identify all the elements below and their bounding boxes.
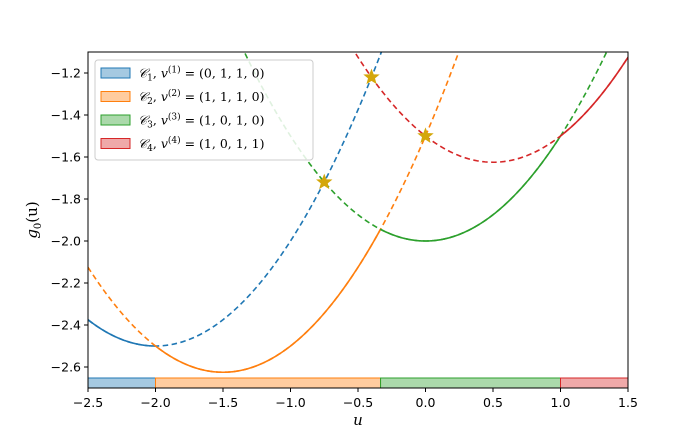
y-tick-label: −1.8 (51, 192, 81, 207)
region-band-2 (155, 377, 382, 389)
series-3-solid-line (380, 135, 562, 242)
region-band-3 (380, 377, 562, 389)
legend-swatch (100, 67, 131, 79)
y-tick-label: −2.2 (51, 276, 81, 291)
x-axis-label-base: u (353, 411, 363, 429)
series-1-dashed-line (88, 52, 383, 347)
legend-entry-4: 𝒞4, v(4) = (1, 0, 1, 1) (100, 135, 264, 154)
x-tick-label: −2.5 (73, 395, 103, 410)
x-tick-label: 1.0 (551, 395, 571, 410)
legend-entry-1: 𝒞1, v(1) = (0, 1, 1, 0) (100, 65, 264, 84)
x-tick-label: −0.5 (343, 395, 373, 410)
x-tick-label: 1.5 (618, 395, 638, 410)
x-tick-label: 0.0 (416, 395, 436, 410)
y-axis: −2.6 −2.4 −2.2 −2.0 −1.8 −1.6 −1.4 −1.2 (51, 66, 88, 375)
star-marker-1 (316, 173, 333, 190)
y-tick-label: −1.2 (51, 66, 81, 81)
legend-entry-3: 𝒞3, v(3) = (1, 0, 1, 0) (100, 112, 264, 131)
y-tick-label: −1.4 (51, 108, 81, 123)
series-2-solid-line (155, 228, 382, 374)
legend-box (94, 59, 314, 161)
y-axis-label-fn: g (23, 229, 41, 239)
y-axis-label: g0(u) (23, 201, 44, 238)
legend-label: 𝒞1, v(1) = (0, 1, 1, 0) (138, 65, 264, 84)
legend-entry-2: 𝒞2, v(2) = (1, 1, 1, 0) (100, 88, 264, 107)
x-tick-label: −1.5 (208, 395, 238, 410)
region-band-4 (560, 377, 629, 389)
region-bands (87, 377, 629, 389)
region-band-1 (87, 377, 156, 389)
x-axis: −2.5 −2.0 −1.5 −1.0 −0.5 0.0 0.5 1.0 1.5 (73, 388, 638, 410)
curves (88, 52, 628, 374)
star-markers (316, 68, 434, 190)
series-4-solid-line (560, 56, 628, 137)
star-marker-3 (417, 127, 434, 143)
series-1-solid-line (88, 319, 156, 347)
legend: 𝒞1, v(1) = (0, 1, 1, 0) 𝒞2, v(2) = (1, 1,… (94, 59, 314, 161)
legend-swatch (100, 138, 131, 149)
legend-swatch (100, 114, 131, 126)
x-axis-label: u (353, 411, 363, 429)
y-tick-label: −2.4 (51, 318, 81, 333)
x-tick-label: 0.5 (483, 395, 503, 410)
x-tick-label: −2.0 (140, 395, 170, 410)
y-tick-label: −2.6 (51, 360, 81, 375)
legend-label: 𝒞2, v(2) = (1, 1, 1, 0) (138, 88, 264, 107)
star-marker-2 (363, 68, 380, 85)
x-tick-label: −1.0 (275, 395, 305, 410)
y-axis-label-sub: 0 (33, 223, 44, 229)
legend-swatch (100, 91, 131, 102)
y-axis-label-arg: (u) (23, 201, 41, 222)
series-4-dashed-line (353, 52, 628, 164)
y-tick-label: −1.6 (51, 150, 81, 165)
y-tick-label: −2.0 (51, 234, 81, 249)
series-3-dashed-line (243, 52, 608, 242)
